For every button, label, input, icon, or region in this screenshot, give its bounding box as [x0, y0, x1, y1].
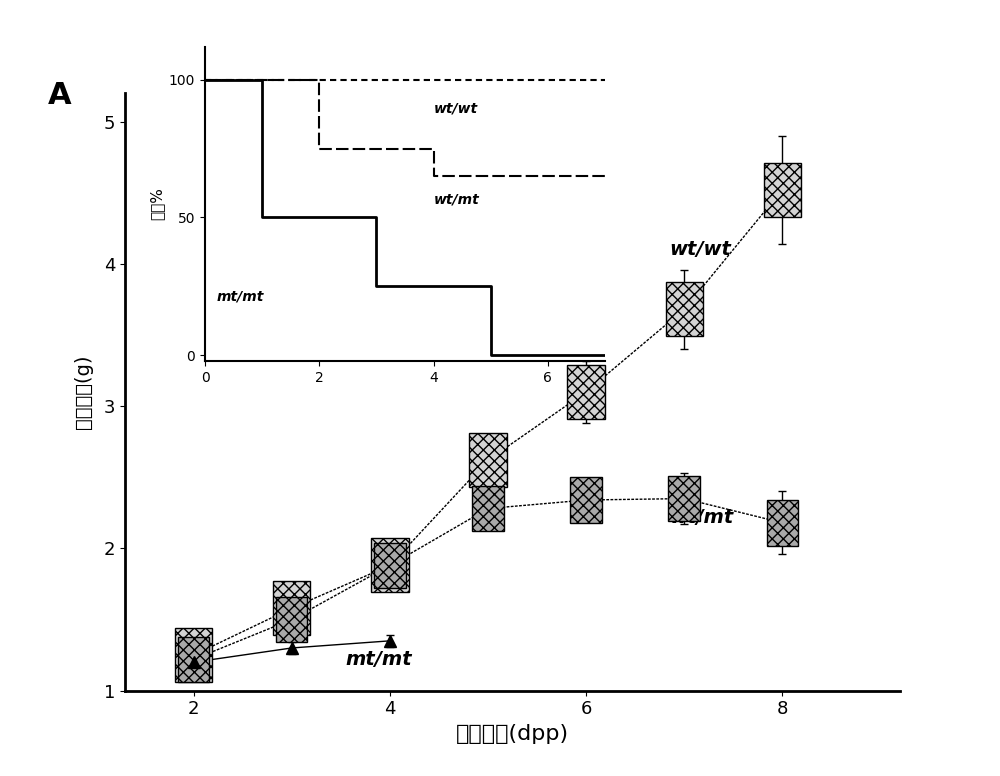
Text: wt/mt: wt/mt	[669, 508, 734, 527]
Y-axis label: 活的%: 活的%	[150, 187, 165, 220]
X-axis label: 产后天数(dpp): 产后天数(dpp)	[456, 724, 569, 744]
Bar	[175, 628, 212, 682]
Bar	[767, 500, 798, 546]
Bar	[276, 597, 307, 643]
Y-axis label: 幼崽重量(g): 幼崽重量(g)	[74, 355, 93, 429]
Bar	[666, 282, 703, 337]
Bar	[469, 433, 507, 487]
Bar	[178, 636, 209, 682]
Bar	[668, 476, 700, 521]
Bar	[472, 486, 504, 532]
Text: wt/mt: wt/mt	[434, 192, 479, 206]
Bar	[567, 365, 605, 419]
Bar	[374, 542, 406, 588]
Text: wt/wt: wt/wt	[434, 102, 478, 116]
Text: wt/wt: wt/wt	[669, 240, 731, 259]
Bar	[273, 581, 310, 635]
Text: mt/mt: mt/mt	[346, 650, 412, 669]
Bar	[371, 539, 409, 593]
Bar	[764, 163, 801, 217]
Bar	[570, 477, 602, 523]
Text: A: A	[48, 81, 71, 110]
Text: mt/mt: mt/mt	[216, 289, 264, 303]
